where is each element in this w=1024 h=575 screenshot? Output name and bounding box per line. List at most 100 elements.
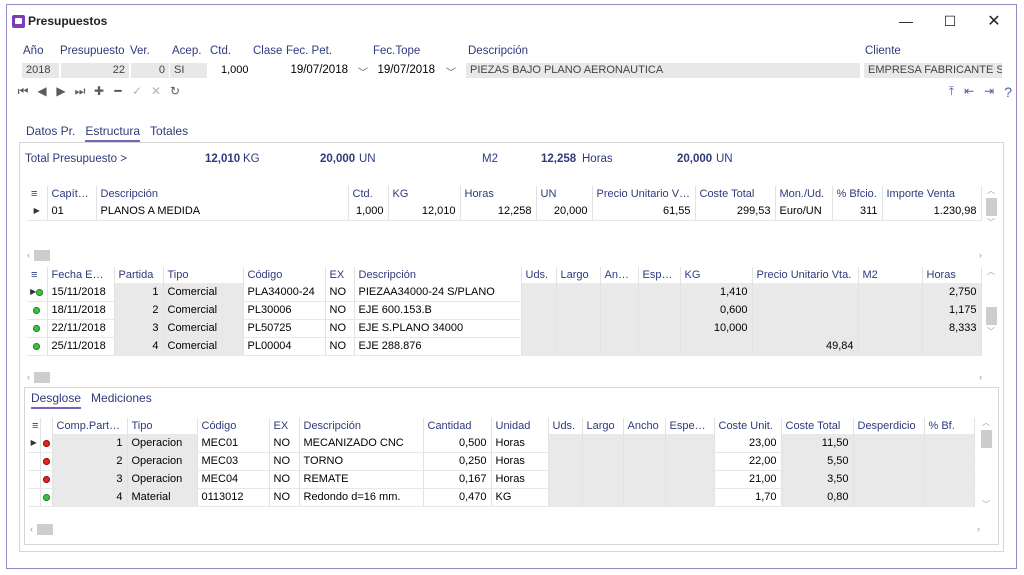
cell-ancho[interactable] <box>623 434 666 453</box>
cell-espesor[interactable] <box>638 283 681 302</box>
col-header[interactable]: Espe... <box>638 267 681 283</box>
help-icon[interactable]: ? <box>1004 84 1012 100</box>
col-header[interactable]: Coste Unit. <box>714 418 782 434</box>
cell-partida[interactable]: 2 <box>114 301 164 320</box>
cell-partida[interactable]: 4 <box>114 337 164 356</box>
cell-ancho[interactable] <box>600 337 639 356</box>
cell-comp[interactable]: 2 <box>52 452 128 471</box>
cell-codigo[interactable]: PL50725 <box>243 319 326 338</box>
cell-cantidad[interactable]: 0,470 <box>423 488 492 507</box>
table-row[interactable]: 25/11/2018 4 Comercial PL00004 NO EJE 288.876… <box>27 337 982 356</box>
cell-bf[interactable] <box>924 488 975 507</box>
col-header[interactable]: Código <box>243 267 326 283</box>
cell-ex[interactable]: NO <box>269 452 300 471</box>
export-icon[interactable]: ⤒ <box>948 84 955 98</box>
minimize-button[interactable]: — <box>899 13 913 29</box>
close-button[interactable]: ✕ <box>987 13 1001 30</box>
cell-tipo[interactable]: Comercial <box>163 319 244 338</box>
cell-coste-total[interactable]: 0,80 <box>781 488 854 507</box>
fec-pet-field[interactable]: 19/07/2018 <box>285 63 352 78</box>
cell-kg[interactable]: 10,000 <box>680 319 753 338</box>
cell-tipo[interactable]: Operacion <box>127 452 198 471</box>
cell-espesor[interactable] <box>638 337 681 356</box>
chapters-hscroll[interactable]: ‹ › <box>27 249 982 261</box>
cell-coste-total[interactable]: 3,50 <box>781 470 854 489</box>
table-row[interactable]: ▶ 15/11/2018 1 Comercial PLA34000-24 NO PIEZAA… <box>27 283 982 302</box>
cell-m2[interactable] <box>858 319 923 338</box>
cell-partida[interactable]: 3 <box>114 319 164 338</box>
cell-precio[interactable] <box>752 283 859 302</box>
col-header[interactable]: Uds. <box>548 418 583 434</box>
cell-m2[interactable] <box>858 337 923 356</box>
col-header[interactable]: Comp.Partida <box>52 418 128 434</box>
cell-descripcion[interactable]: EJE S.PLANO 34000 <box>354 319 522 338</box>
cell-largo[interactable] <box>556 337 601 356</box>
cell-fecha[interactable]: 15/11/2018 <box>47 283 115 302</box>
cell-bf[interactable] <box>924 452 975 471</box>
cell-descripcion[interactable]: PLANOS A MEDIDA <box>96 202 349 221</box>
col-header[interactable]: Fecha Entr... <box>47 267 115 283</box>
cell-uds[interactable] <box>548 488 583 507</box>
col-header[interactable]: Ancho <box>600 267 639 283</box>
col-header[interactable]: Importe Venta <box>882 186 982 202</box>
cell-m2[interactable] <box>858 283 923 302</box>
cell-cantidad[interactable]: 0,500 <box>423 434 492 453</box>
cell-partida[interactable]: 1 <box>114 283 164 302</box>
cell-comp[interactable]: 4 <box>52 488 128 507</box>
cell-coste-unit[interactable]: 23,00 <box>714 434 782 453</box>
col-header[interactable]: KG <box>680 267 753 283</box>
cell-cantidad[interactable]: 0,250 <box>423 452 492 471</box>
cell-tipo[interactable]: Comercial <box>163 337 244 356</box>
cell-capitulo[interactable]: 01 <box>47 202 97 221</box>
cell-descripcion[interactable]: MECANIZADO CNC <box>299 434 424 453</box>
col-header[interactable]: KG <box>388 186 461 202</box>
col-header[interactable]: Unidad <box>491 418 549 434</box>
col-header[interactable]: Partida <box>114 267 164 283</box>
cell-unidad[interactable]: Horas <box>491 452 549 471</box>
col-header[interactable]: Largo <box>556 267 601 283</box>
breakdown-vscroll[interactable]: ︿ ﹀ <box>980 418 992 509</box>
output-icon[interactable]: ⇥ <box>984 84 995 98</box>
next-record-icon[interactable]: ▶ <box>56 84 66 98</box>
cell-fecha[interactable]: 22/11/2018 <box>47 319 115 338</box>
cell-largo[interactable] <box>556 301 601 320</box>
cell-largo[interactable] <box>556 283 601 302</box>
cell-espesor[interactable] <box>665 452 715 471</box>
table-row[interactable]: 3 Operacion MEC04 NO REMATE 0,167 Horas 21,00 3,… <box>28 470 975 489</box>
cell-desperdicio[interactable] <box>853 434 925 453</box>
cell-espesor[interactable] <box>638 301 681 320</box>
chevron-down-icon[interactable]: ﹀ <box>446 68 456 79</box>
cell-ancho[interactable] <box>600 319 639 338</box>
cell-largo[interactable] <box>582 452 624 471</box>
cell-desperdicio[interactable] <box>853 470 925 489</box>
cell-codigo[interactable]: 0113012 <box>197 488 270 507</box>
cell-uds[interactable] <box>521 301 557 320</box>
cell-descripcion[interactable]: EJE 600.153.B <box>354 301 522 320</box>
cell-codigo[interactable]: MEC01 <box>197 434 270 453</box>
cell-ancho[interactable] <box>623 488 666 507</box>
cell-horas[interactable]: 12,258 <box>460 202 537 221</box>
cell-bf[interactable] <box>924 434 975 453</box>
col-header[interactable]: % Bf. <box>924 418 975 434</box>
descripcion-field[interactable]: PIEZAS BAJO PLANO AERONAUTICA <box>466 63 860 78</box>
fec-tope-field[interactable]: 19/07/2018 <box>371 63 439 78</box>
cell-coste-total[interactable]: 11,50 <box>781 434 854 453</box>
import-icon[interactable]: ⇤ <box>964 84 975 98</box>
add-record-icon[interactable]: ✚ <box>93 84 105 98</box>
cell-largo[interactable] <box>582 488 624 507</box>
col-header[interactable]: Descripción <box>299 418 424 434</box>
maximize-button[interactable]: ☐ <box>943 12 957 29</box>
cliente-field[interactable]: EMPRESA FABRICANTE S <box>864 63 1002 78</box>
cell-uds[interactable] <box>521 283 557 302</box>
last-record-icon[interactable]: ⏭ <box>74 84 86 98</box>
cell-precio[interactable] <box>752 319 859 338</box>
cell-comp[interactable]: 1 <box>52 434 128 453</box>
cell-ancho[interactable] <box>623 470 666 489</box>
cell-horas[interactable]: 2,750 <box>922 283 982 302</box>
cell-ex[interactable]: NO <box>325 301 355 320</box>
table-row[interactable]: 4 Material 0113012 NO Redondo d=16 mm. 0,470 K… <box>28 488 975 507</box>
cancel-icon[interactable]: ✕ <box>150 84 162 98</box>
cell-unidad[interactable]: Horas <box>491 434 549 453</box>
cell-descripcion[interactable]: TORNO <box>299 452 424 471</box>
table-row[interactable]: 18/11/2018 2 Comercial PL30006 NO EJE 600.153… <box>27 301 982 320</box>
